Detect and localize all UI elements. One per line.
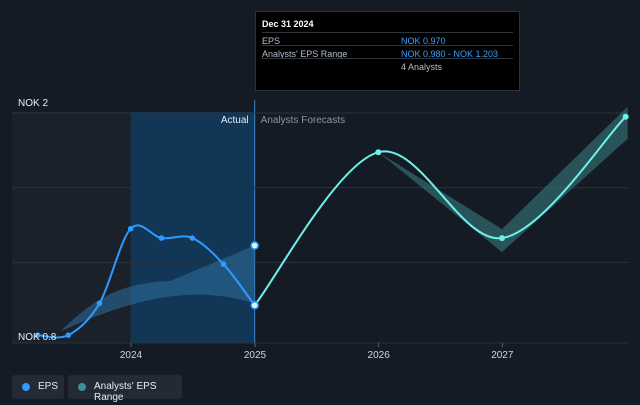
past-range-band bbox=[60, 245, 255, 332]
legend-label: EPS bbox=[38, 381, 59, 392]
legend-item-eps[interactable]: EPS bbox=[12, 375, 64, 399]
tooltip-row-label: EPS bbox=[262, 36, 281, 46]
chart-background bbox=[12, 100, 256, 343]
tooltip-card: Dec 31 2024 EPS NOK 0.970 Analysts' EPS … bbox=[255, 11, 520, 91]
eps-data-point bbox=[250, 301, 259, 310]
forecast-region-label: Analysts Forecasts bbox=[261, 115, 345, 126]
range-bands bbox=[60, 106, 628, 332]
y-axis-label-top: NOK 2 bbox=[18, 98, 48, 109]
eps-data-point bbox=[158, 235, 165, 241]
actual-region-label: Actual bbox=[221, 115, 249, 126]
eps-data-point bbox=[34, 332, 41, 338]
forecast-data-point bbox=[622, 113, 629, 120]
x-tick-label: 2025 bbox=[244, 350, 267, 361]
tooltip-date: Dec 31 2024 bbox=[262, 19, 314, 29]
tooltip-row-value: NOK 0.980 - NOK 1.203 bbox=[401, 49, 499, 59]
forecast-data-point bbox=[498, 235, 505, 242]
forecast-data-point bbox=[375, 149, 382, 156]
tooltip-row-analysts: 4 Analysts bbox=[262, 58, 513, 74]
tooltip-row-label: Analysts' EPS Range bbox=[262, 49, 348, 59]
eps-data-point bbox=[189, 235, 196, 241]
eps-data-point bbox=[65, 332, 72, 338]
eps-series-line bbox=[37, 224, 256, 339]
y-axis-label-bottom: NOK 0.8 bbox=[18, 332, 57, 343]
tooltip-row-eps: EPS NOK 0.970 bbox=[262, 32, 513, 48]
highlight-region bbox=[130, 112, 255, 343]
series-points bbox=[34, 113, 629, 338]
forecast-series-line bbox=[253, 116, 627, 306]
tooltip-row-value: NOK 0.970 bbox=[401, 36, 446, 46]
legend-label: Analysts' EPS Range bbox=[94, 381, 157, 403]
tooltip-row-range: Analysts' EPS Range NOK 0.980 - NOK 1.20… bbox=[262, 45, 513, 61]
x-tick-label: 2024 bbox=[120, 350, 143, 361]
tooltip-row-value: 4 Analysts bbox=[401, 62, 443, 72]
x-axis-ticks: 2024 2025 2026 2027 bbox=[120, 343, 514, 361]
range-high-point bbox=[250, 241, 259, 250]
eps-data-point bbox=[220, 261, 227, 268]
forecast-range-band bbox=[378, 106, 628, 253]
range-legend-icon bbox=[78, 383, 86, 391]
legend-item-range[interactable]: Analysts' EPS Range bbox=[68, 375, 182, 403]
series-lines bbox=[37, 116, 627, 339]
x-tick-label: 2026 bbox=[368, 350, 391, 361]
eps-data-point bbox=[127, 225, 134, 232]
eps-data-point bbox=[96, 300, 103, 307]
eps-legend-icon bbox=[22, 383, 30, 391]
x-tick-label: 2027 bbox=[491, 350, 514, 361]
